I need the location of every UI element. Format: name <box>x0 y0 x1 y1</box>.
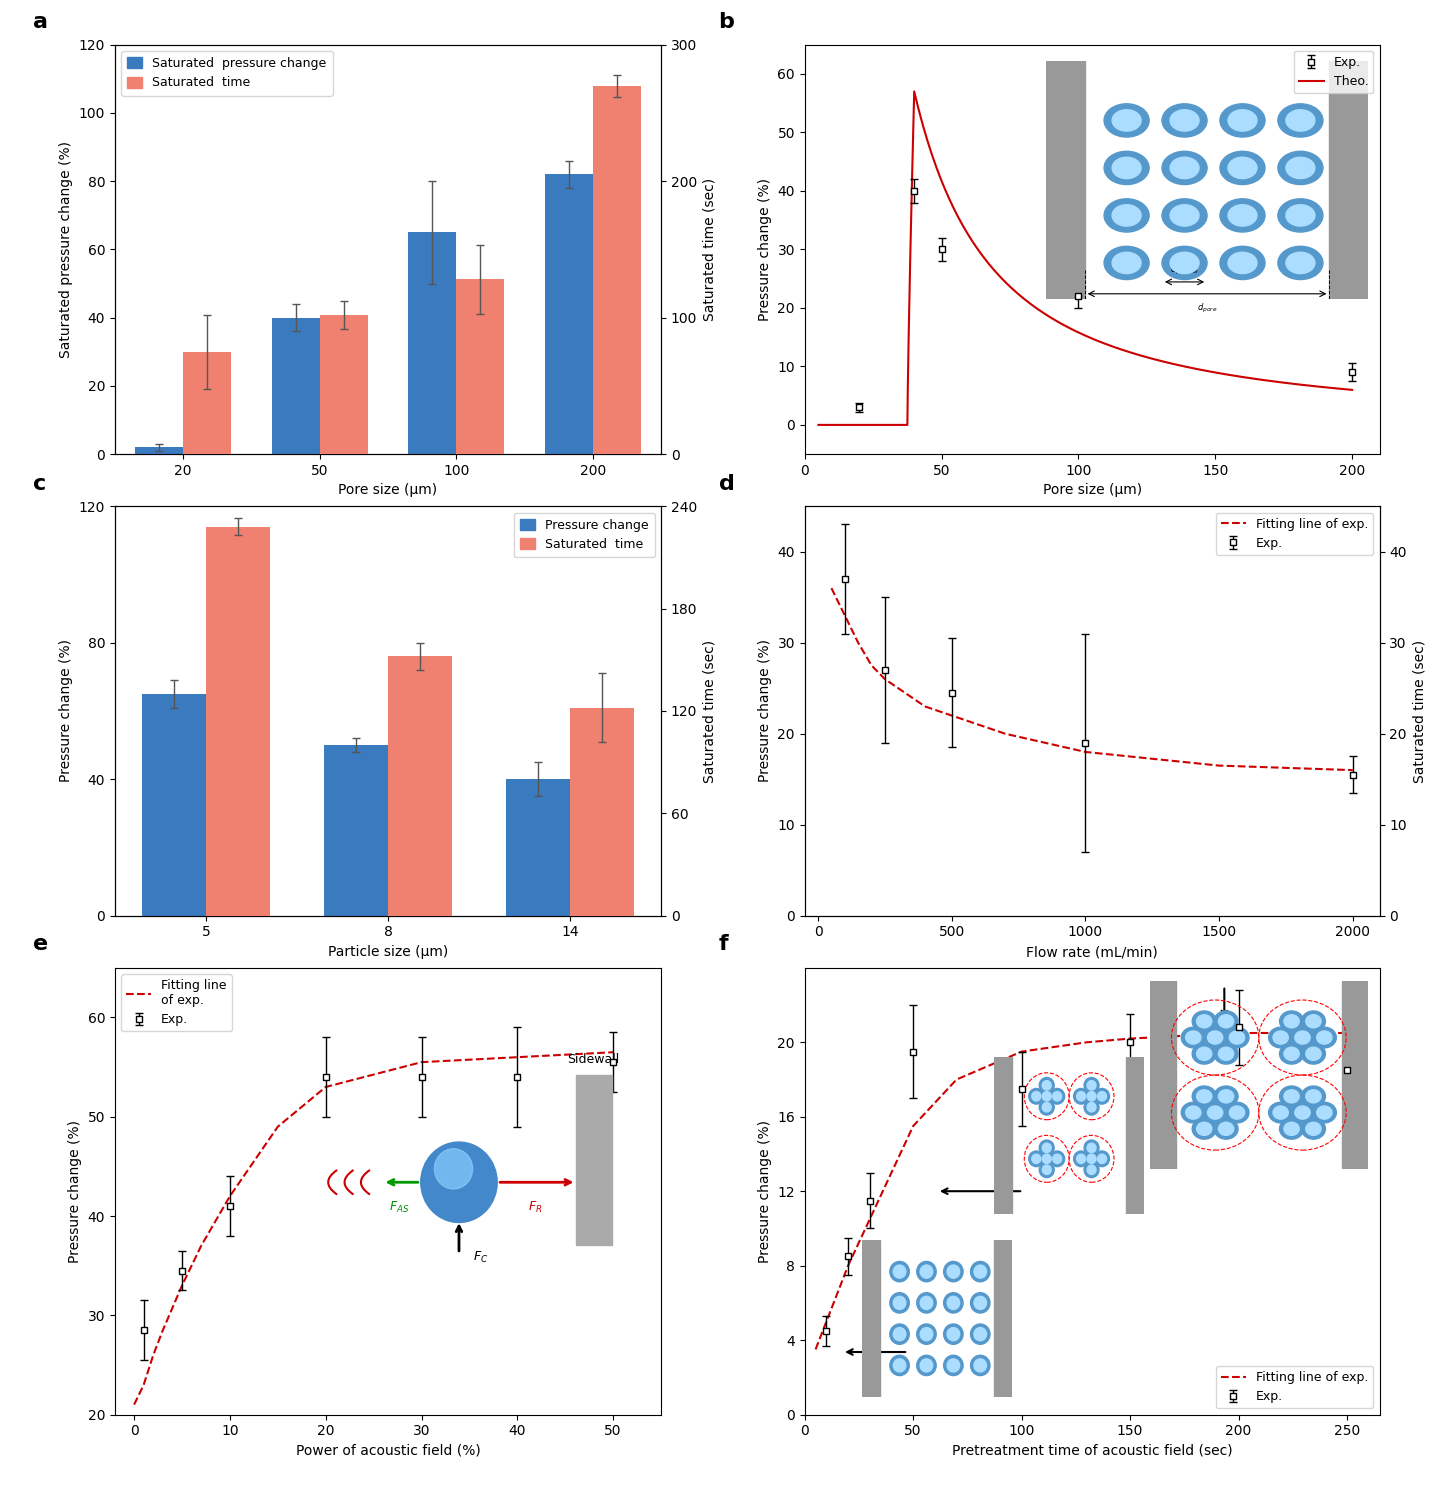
Fitting line of exp. <box>997 725 1015 743</box>
Bar <box>272 317 319 454</box>
Theo. <box>905 82 923 100</box>
Fitting line
of exp. <box>125 1395 142 1413</box>
Fitting line of exp. <box>943 707 960 725</box>
Text: d: d <box>718 474 734 494</box>
Bar <box>570 707 634 916</box>
Line: Fitting line of exp.: Fitting line of exp. <box>816 1033 1346 1349</box>
Bar <box>320 314 368 454</box>
Bar <box>545 174 593 454</box>
Text: c: c <box>33 474 46 494</box>
Text: $F_{AS}$: $F_{AS}$ <box>388 1200 410 1215</box>
Fitting line of exp. <box>864 657 881 675</box>
Theo. <box>1344 381 1361 399</box>
Fitting line
of exp. <box>412 1053 430 1071</box>
Theo. <box>844 415 861 433</box>
Theo. <box>833 415 851 433</box>
Fitting line
of exp. <box>135 1376 152 1394</box>
Legend: Fitting line
of exp., Exp.: Fitting line of exp., Exp. <box>121 974 231 1032</box>
Theo. <box>1256 371 1273 389</box>
Text: b: b <box>718 12 734 33</box>
Bar <box>205 527 270 916</box>
Fitting line of exp. <box>836 606 854 624</box>
Ellipse shape <box>434 1150 473 1188</box>
X-axis label: Pretreatment time of acoustic field (sec): Pretreatment time of acoustic field (sec… <box>951 1444 1233 1458</box>
Y-axis label: Saturated time (sec): Saturated time (sec) <box>703 639 717 783</box>
Text: f: f <box>718 934 729 954</box>
Bar <box>593 85 641 454</box>
Bar <box>457 280 504 454</box>
Bar <box>135 447 184 454</box>
Fitting line
of exp. <box>154 1321 171 1339</box>
Fitting line
of exp. <box>193 1237 210 1255</box>
X-axis label: Pore size (μm): Pore size (μm) <box>339 484 437 497</box>
Bar <box>506 779 570 916</box>
Y-axis label: Pressure change (%): Pressure change (%) <box>757 639 772 783</box>
Bar <box>388 657 451 916</box>
Legend: Exp., Theo.: Exp., Theo. <box>1293 51 1374 94</box>
Y-axis label: Saturated time (sec): Saturated time (sec) <box>1413 639 1427 783</box>
Text: $F_R$: $F_R$ <box>529 1200 543 1215</box>
Y-axis label: Pressure change (%): Pressure change (%) <box>68 1120 82 1263</box>
Fitting line of exp. <box>818 1313 835 1331</box>
Fitting line of exp. <box>1121 1030 1138 1048</box>
Theo. <box>818 415 835 433</box>
Fitting line of exp. <box>1230 1024 1247 1042</box>
Theo. <box>1075 326 1092 344</box>
Fitting line
of exp. <box>269 1118 286 1136</box>
Y-axis label: Saturated time (sec): Saturated time (sec) <box>703 177 717 322</box>
Fitting line
of exp. <box>174 1276 191 1294</box>
Theo. <box>810 415 828 433</box>
Fitting line of exp. <box>861 1211 878 1228</box>
Text: Sidewall: Sidewall <box>566 1053 619 1066</box>
Fitting line
of exp. <box>605 1044 622 1062</box>
Bar <box>184 351 231 454</box>
Bar <box>325 744 388 916</box>
Fitting line of exp. <box>839 1257 856 1275</box>
Ellipse shape <box>421 1142 497 1222</box>
Text: $F_C$: $F_C$ <box>473 1249 489 1264</box>
Y-axis label: Saturated pressure change (%): Saturated pressure change (%) <box>59 141 73 357</box>
Y-axis label: Pressure change (%): Pressure change (%) <box>757 177 772 322</box>
Fitting line of exp. <box>877 670 894 688</box>
Fitting line of exp. <box>904 1117 921 1135</box>
FancyBboxPatch shape <box>576 1075 612 1245</box>
Fitting line of exp. <box>1344 761 1361 779</box>
Fitting line of exp. <box>1076 743 1094 761</box>
Legend: Fitting line of exp., Exp.: Fitting line of exp., Exp. <box>1216 512 1374 555</box>
Line: Theo.: Theo. <box>819 91 1352 424</box>
X-axis label: Particle size (μm): Particle size (μm) <box>328 946 448 959</box>
Fitting line of exp. <box>1013 1042 1030 1060</box>
Y-axis label: Pressure change (%): Pressure change (%) <box>59 639 73 783</box>
Bar <box>408 232 457 454</box>
Fitting line
of exp. <box>221 1187 239 1205</box>
Line: Fitting line of exp.: Fitting line of exp. <box>832 588 1352 770</box>
Line: Fitting line
of exp.: Fitting line of exp. <box>134 1053 614 1404</box>
Fitting line of exp. <box>808 1340 825 1358</box>
Fitting line
of exp. <box>509 1048 526 1066</box>
Fitting line of exp. <box>823 579 841 597</box>
Fitting line
of exp. <box>145 1346 162 1364</box>
Y-axis label: Pressure change (%): Pressure change (%) <box>757 1120 772 1263</box>
Fitting line of exp. <box>1338 1024 1355 1042</box>
Fitting line of exp. <box>1078 1033 1095 1051</box>
Bar <box>142 694 205 916</box>
Legend: Saturated  pressure change, Saturated  time: Saturated pressure change, Saturated tim… <box>121 51 333 95</box>
Fitting line of exp. <box>890 679 907 697</box>
Fitting line of exp. <box>1210 756 1227 774</box>
Legend: Pressure change, Saturated  time: Pressure change, Saturated time <box>513 512 655 557</box>
X-axis label: Flow rate (mL/min): Flow rate (mL/min) <box>1026 946 1158 959</box>
Text: a: a <box>33 12 47 33</box>
Theo. <box>1319 378 1336 396</box>
Legend: Fitting line of exp., Exp.: Fitting line of exp., Exp. <box>1216 1365 1374 1409</box>
Fitting line of exp. <box>917 697 934 715</box>
Text: e: e <box>33 934 49 954</box>
X-axis label: Pore size (μm): Pore size (μm) <box>1043 484 1141 497</box>
Fitting line
of exp. <box>318 1078 335 1096</box>
Fitting line of exp. <box>849 634 867 652</box>
Fitting line of exp. <box>948 1071 966 1088</box>
X-axis label: Power of acoustic field (%): Power of acoustic field (%) <box>296 1444 480 1458</box>
